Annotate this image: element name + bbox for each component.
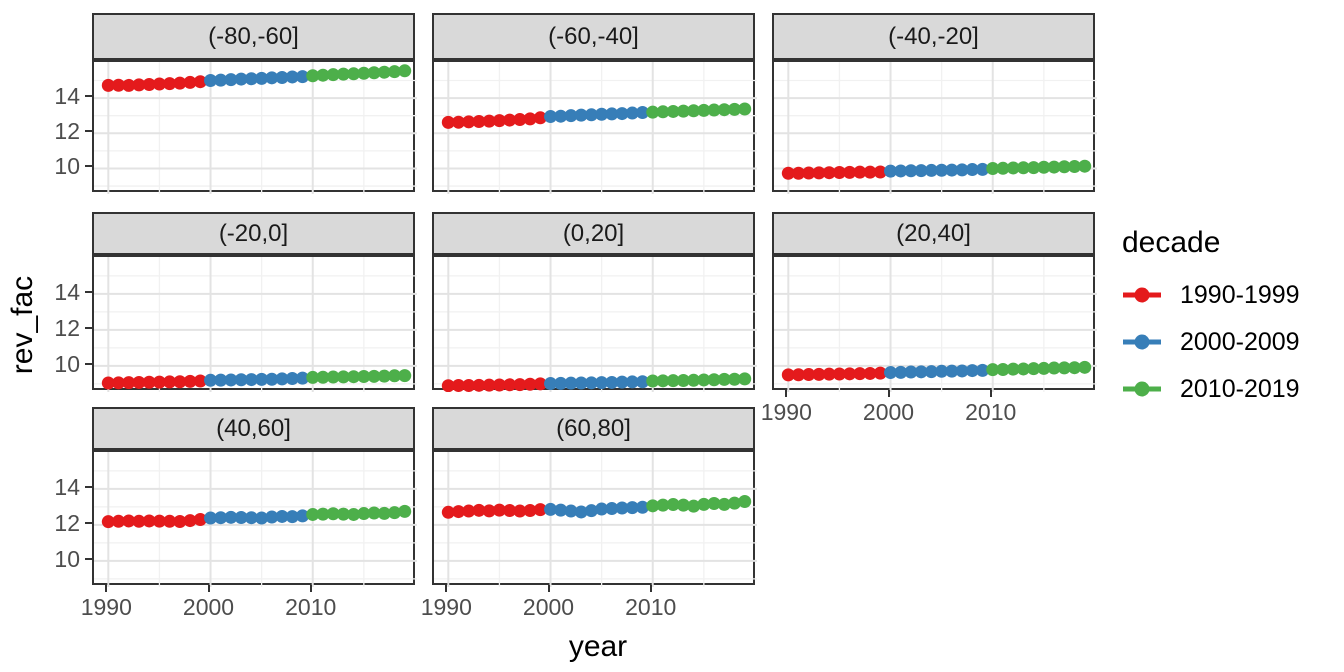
y-axis-tick bbox=[85, 557, 92, 560]
x-tick-label: 2010 bbox=[625, 594, 677, 620]
x-axis-tick bbox=[887, 390, 890, 397]
x-axis-tick bbox=[989, 390, 992, 397]
data-points bbox=[441, 372, 752, 392]
legend-key-icon bbox=[1123, 334, 1161, 350]
facet-panel bbox=[92, 255, 417, 392]
facet-panel bbox=[432, 450, 757, 587]
y-tick-label: 14 bbox=[54, 278, 80, 305]
y-axis-tick bbox=[85, 95, 92, 98]
x-axis-tick bbox=[649, 585, 652, 592]
facet-strip-label: (-20,0] bbox=[218, 219, 289, 247]
x-tick-label: 2000 bbox=[862, 399, 915, 425]
data-points bbox=[781, 360, 1092, 382]
x-tick-label: 2010 bbox=[965, 399, 1017, 425]
y-tick-label: 14 bbox=[54, 83, 80, 110]
facet-strip: (-40,-20] bbox=[772, 13, 1095, 60]
legend: decade 1990-1999 2000-2009 2010-2019 bbox=[1122, 226, 1344, 421]
x-axis-tick bbox=[547, 585, 550, 592]
y-axis-tick bbox=[85, 485, 92, 488]
y-tick-label: 12 bbox=[54, 118, 80, 145]
x-axis-title: year bbox=[568, 630, 628, 663]
data-points bbox=[101, 369, 412, 390]
x-tick-label: 2010 bbox=[285, 594, 337, 620]
facet-panel bbox=[772, 255, 1097, 392]
x-axis-tick bbox=[785, 390, 788, 397]
legend-item-label: 1990-1999 bbox=[1180, 280, 1300, 309]
facet-strip: (-60,-40] bbox=[432, 13, 755, 60]
y-axis-tick bbox=[85, 326, 92, 329]
facet-panel bbox=[92, 450, 417, 587]
facet-strip: (-80,-60] bbox=[92, 13, 415, 60]
data-points bbox=[781, 159, 1092, 180]
y-axis-tick bbox=[85, 130, 92, 133]
x-axis-tick bbox=[105, 585, 108, 592]
facet-strip: (-20,0] bbox=[92, 212, 415, 255]
facet-panel bbox=[772, 60, 1097, 194]
x-axis-tick bbox=[309, 585, 312, 592]
y-tick-label: 10 bbox=[54, 545, 80, 572]
x-tick-label: 1990 bbox=[420, 594, 472, 620]
facet-strip-label: (-40,-20] bbox=[888, 22, 979, 50]
legend-key-icon bbox=[1123, 287, 1161, 303]
x-tick-label: 1990 bbox=[80, 594, 132, 620]
facet-panel bbox=[92, 60, 417, 194]
facet-strip: (0,20] bbox=[432, 212, 755, 255]
legend-title: decade bbox=[1122, 226, 1221, 259]
y-tick-label: 12 bbox=[54, 314, 80, 341]
legend-item: 2010-2019 bbox=[1122, 374, 1344, 404]
facet-strip-label: (20,40] bbox=[896, 219, 971, 247]
facet-strip-label: (60,80] bbox=[556, 414, 631, 442]
data-points bbox=[441, 102, 752, 129]
legend-items: 1990-1999 2000-2009 2010-2019 bbox=[1122, 280, 1344, 404]
facet-strip-label: (-60,-40] bbox=[548, 22, 639, 50]
data-points bbox=[101, 64, 412, 92]
facet-strip: (20,40] bbox=[772, 212, 1095, 255]
facet-panel bbox=[432, 255, 757, 392]
y-axis-tick bbox=[85, 521, 92, 524]
x-axis-tick bbox=[445, 585, 448, 592]
x-tick-label: 2000 bbox=[182, 594, 235, 620]
legend-item-label: 2000-2009 bbox=[1180, 327, 1300, 356]
x-tick-label: 1990 bbox=[760, 399, 812, 425]
y-tick-label: 12 bbox=[54, 509, 80, 536]
legend-key-icon bbox=[1123, 381, 1161, 397]
y-axis-tick bbox=[85, 290, 92, 293]
legend-item: 2000-2009 bbox=[1122, 327, 1344, 357]
y-tick-label: 14 bbox=[54, 473, 80, 500]
facet-panel bbox=[432, 60, 757, 194]
y-axis-tick bbox=[85, 362, 92, 365]
y-tick-label: 10 bbox=[54, 153, 80, 180]
legend-item: 1990-1999 bbox=[1122, 280, 1344, 310]
legend-item-label: 2010-2019 bbox=[1180, 374, 1300, 403]
data-points bbox=[441, 495, 752, 519]
facet-strip: (60,80] bbox=[432, 407, 755, 450]
facet-strip-label: (0,20] bbox=[562, 219, 625, 247]
facet-strip: (40,60] bbox=[92, 407, 415, 450]
x-tick-label: 2000 bbox=[522, 594, 575, 620]
data-points bbox=[101, 504, 412, 529]
y-axis-tick bbox=[85, 165, 92, 168]
x-axis-tick bbox=[207, 585, 210, 592]
facet-strip-label: (-80,-60] bbox=[208, 22, 299, 50]
y-tick-label: 10 bbox=[54, 350, 80, 377]
facet-strip-label: (40,60] bbox=[216, 414, 291, 442]
